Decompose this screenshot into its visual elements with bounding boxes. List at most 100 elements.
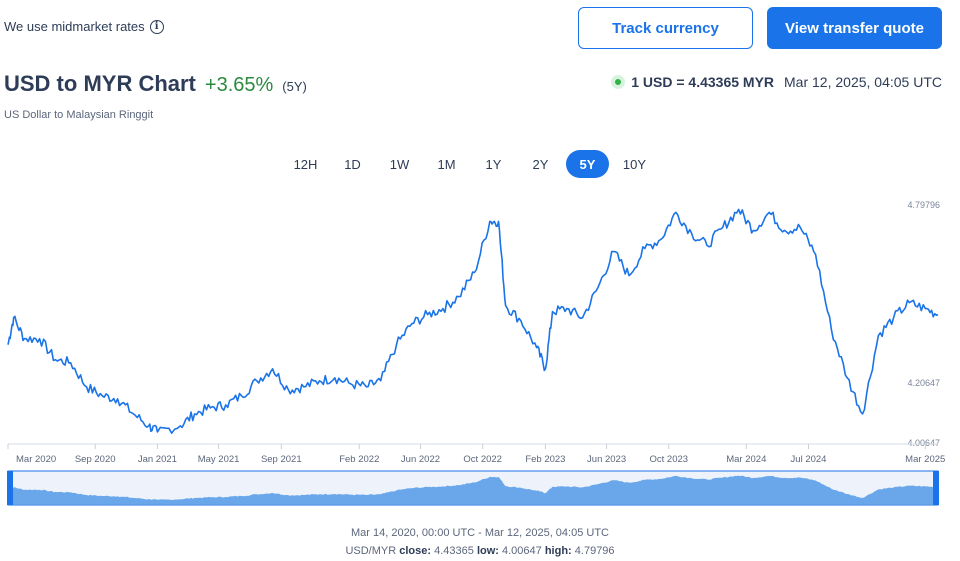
data-point[interactable] [69,361,73,365]
range-1m[interactable]: 1M [437,156,456,172]
data-point[interactable] [286,388,290,392]
data-point[interactable] [364,385,368,389]
data-point[interactable] [6,343,10,347]
usd-myr-line-chart[interactable]: 4.79796 4.20647 4.00647 Mar 2020 Sep 2020 Jan… [0,190,960,510]
data-point[interactable] [923,307,927,311]
x-tick-label: Sep 2020 [75,454,116,465]
range-1d[interactable]: 1D [344,156,361,172]
data-point[interactable] [690,232,694,236]
view-transfer-quote-button[interactable]: View transfer quote [767,7,942,49]
range-1w[interactable]: 1W [389,156,410,172]
page-subtitle: US Dollar to Malaysian Ringgit [4,109,154,121]
x-tick-label: Feb 2023 [525,454,565,465]
data-point[interactable] [551,310,555,314]
data-point[interactable] [497,219,501,223]
x-tick-label: May 2021 [198,454,240,465]
page-title: USD to MYR Chart [4,71,196,96]
live-status-icon [611,75,626,89]
x-tick-label: Mar 2024 [726,454,766,465]
data-point[interactable] [473,271,477,275]
x-tick-label: Feb 2022 [339,454,379,465]
data-point[interactable] [271,367,275,371]
high-label: high: [544,545,572,557]
range-2y[interactable]: 2Y [532,156,549,172]
data-point[interactable] [116,397,120,401]
x-tick-label: Mar 2025 [905,454,945,465]
data-point[interactable] [721,225,725,229]
range-12h[interactable]: 12H [293,156,318,172]
data-point[interactable] [53,358,57,362]
data-point[interactable] [705,244,709,248]
data-point[interactable] [85,385,89,389]
data-point[interactable] [410,322,414,326]
data-point[interactable] [12,316,16,320]
data-point[interactable] [488,219,492,223]
data-point[interactable] [814,253,818,257]
data-point[interactable] [627,274,631,278]
data-point[interactable] [193,412,197,416]
data-point[interactable] [767,210,771,214]
range-5y[interactable]: 5Y [566,150,609,178]
data-point[interactable] [643,247,647,251]
data-point[interactable] [845,376,849,380]
data-point[interactable] [178,424,182,428]
data-point[interactable] [131,412,135,416]
data-point[interactable] [892,316,896,320]
data-point[interactable] [333,376,337,380]
data-point[interactable] [208,406,212,410]
data-point[interactable] [581,316,585,320]
data-point[interactable] [224,403,228,407]
x-tick-label: Jun 2023 [587,454,626,465]
data-point[interactable] [674,210,678,214]
data-point[interactable] [783,228,787,232]
data-point[interactable] [504,304,508,308]
date-range-text: Mar 14, 2020, 00:00 UTC - Mar 12, 2025, … [350,527,610,539]
high-value: 4.79796 [574,545,615,557]
info-icon[interactable]: i [149,19,164,34]
data-point[interactable] [155,430,159,434]
navigator-handle-right[interactable] [933,471,939,505]
data-point[interactable] [349,382,353,386]
range-10y[interactable]: 10Y [622,156,647,172]
navigator-area [8,475,938,505]
data-point[interactable] [38,337,42,341]
data-point[interactable] [100,394,104,398]
x-tick-label: Oct 2022 [463,454,502,465]
data-point[interactable] [457,295,461,299]
data-point[interactable] [395,343,399,347]
data-point[interactable] [240,394,244,398]
data-point[interactable] [829,328,833,332]
x-tick-label: Sep 2021 [261,454,302,465]
data-point[interactable] [535,346,539,350]
data-point[interactable] [798,225,802,229]
data-point[interactable] [255,379,259,383]
change-period: (5Y) [282,79,307,94]
data-point[interactable] [612,250,616,254]
midmarket-text: We use midmarket rates [4,19,145,34]
data-point[interactable] [659,238,663,242]
navigator-handle-left[interactable] [7,471,13,505]
data-point[interactable] [543,367,547,371]
data-point[interactable] [936,313,940,317]
percent-change: +3.65% [204,74,274,96]
data-point[interactable] [379,379,383,383]
data-point[interactable] [737,207,741,211]
track-currency-button[interactable]: Track currency [578,7,753,49]
data-point[interactable] [441,307,445,311]
data-point[interactable] [302,385,306,389]
data-point[interactable] [22,337,26,341]
data-point[interactable] [751,228,755,232]
pair-label: USD/MYR [345,545,397,557]
x-tick-label: Jun 2022 [401,454,440,465]
data-point[interactable] [907,301,911,305]
data-point[interactable] [596,286,600,290]
data-point[interactable] [147,424,151,428]
live-rate: 1 USD = 4.43365 MYR Mar 12, 2025, 04:05 … [611,74,942,90]
data-point[interactable] [426,313,430,317]
data-point[interactable] [519,319,523,323]
data-point[interactable] [565,307,569,311]
data-point[interactable] [318,379,322,383]
data-point[interactable] [861,412,865,416]
range-1y[interactable]: 1Y [485,156,502,172]
data-point[interactable] [876,334,880,338]
